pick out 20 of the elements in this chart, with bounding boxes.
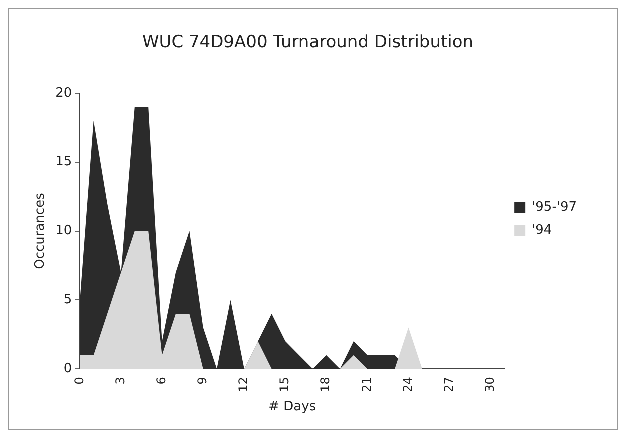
y-tick-label: 20 [56,86,72,101]
x-tick-label: 15 [278,377,292,392]
y-axis-title: Occurances [33,192,48,270]
x-tick-label: 9 [195,377,210,385]
legend-label: '94 [532,222,552,238]
legend-label: '95-'97 [532,200,578,215]
x-tick-label: 27 [442,377,456,392]
x-tick-label: 6 [154,377,168,385]
chart-title: WUC 74D9A00 Turnaround Distribution [142,32,474,53]
y-tick-label: 15 [56,154,72,170]
x-tick-label: 0 [72,377,86,385]
x-tick-label: 18 [318,377,333,392]
x-axis-title: # Days [268,400,316,415]
y-tick-label: 5 [64,292,72,308]
x-tick-label: 21 [360,377,374,392]
x-tick-label: 24 [400,377,415,392]
x-tick-label: 30 [483,377,498,392]
x-tick-label: 12 [236,377,251,392]
y-tick-label: 10 [56,224,72,239]
x-tick-label: 3 [113,377,128,385]
